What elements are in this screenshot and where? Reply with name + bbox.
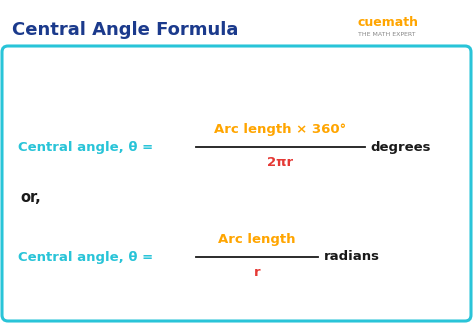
Text: r: r — [254, 267, 260, 280]
Text: Arc length × 360°: Arc length × 360° — [214, 123, 346, 136]
Text: degrees: degrees — [370, 141, 430, 154]
FancyBboxPatch shape — [2, 46, 471, 321]
Text: radians: radians — [324, 250, 380, 263]
Text: Arc length: Arc length — [218, 234, 296, 247]
Text: THE MATH EXPERT: THE MATH EXPERT — [358, 32, 416, 38]
Text: Central angle, θ =: Central angle, θ = — [18, 141, 158, 154]
Text: cuemath: cuemath — [358, 17, 419, 29]
Text: Central Angle Formula: Central Angle Formula — [12, 21, 238, 39]
Text: Central angle, θ =: Central angle, θ = — [18, 250, 158, 263]
Text: 2πr: 2πr — [267, 156, 293, 169]
Text: or,: or, — [20, 191, 41, 205]
